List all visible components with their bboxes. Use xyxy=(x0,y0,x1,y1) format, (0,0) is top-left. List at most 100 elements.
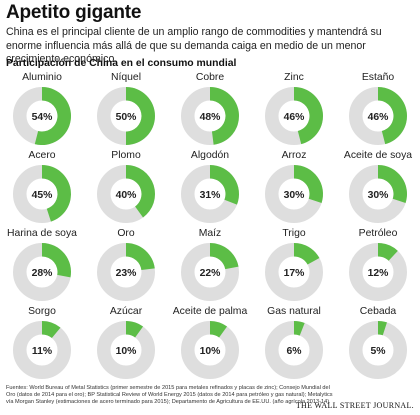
percentage-label: 28% xyxy=(32,268,53,279)
commodity-label: Aceite de palma xyxy=(172,306,248,317)
percentage-label: 10% xyxy=(200,346,221,357)
donut-chart: 5% xyxy=(349,321,407,379)
percentage-label: 46% xyxy=(368,112,389,123)
commodity-label: Estaño xyxy=(361,72,395,83)
percentage-label: 50% xyxy=(116,112,137,123)
commodity-label: Arroz xyxy=(281,150,307,161)
donut-chart: 30% xyxy=(265,165,323,223)
donut-cell: Cobre 48% xyxy=(168,72,252,148)
commodity-label: Harina de soya xyxy=(7,228,77,239)
commodity-label: Níquel xyxy=(110,72,142,83)
china-share-slice xyxy=(378,243,398,261)
percentage-label: 12% xyxy=(368,268,389,279)
commodity-label: Zinc xyxy=(284,72,304,83)
page-title: Apetito gigante xyxy=(6,2,142,23)
section-title: Participación de China en el consumo mun… xyxy=(6,58,237,69)
percentage-label: 23% xyxy=(116,268,137,279)
commodity-label: Plomo xyxy=(111,150,141,161)
donut-cell: Acero 45% xyxy=(0,150,84,226)
china-share-slice xyxy=(126,243,155,271)
percentage-label: 22% xyxy=(200,268,221,279)
donut-chart: 10% xyxy=(97,321,155,379)
donut-cell: Maíz 22% xyxy=(168,228,252,304)
donut-cell: Algodón 31% xyxy=(168,150,252,226)
china-share-slice xyxy=(34,87,71,145)
donut-chart: 31% xyxy=(181,165,239,223)
percentage-label: 31% xyxy=(200,190,221,201)
commodity-label: Aceite de soya xyxy=(343,150,413,161)
percentage-label: 5% xyxy=(370,346,385,357)
donut-cell: Trigo 17% xyxy=(252,228,336,304)
percentage-label: 46% xyxy=(284,112,305,123)
percentage-label: 45% xyxy=(32,190,53,201)
donut-cell: Plomo 40% xyxy=(84,150,168,226)
percentage-label: 10% xyxy=(116,346,137,357)
donut-chart: 46% xyxy=(349,87,407,145)
donut-chart: 28% xyxy=(13,243,71,301)
commodity-label: Gas natural xyxy=(267,306,321,317)
donut-cell: Zinc 46% xyxy=(252,72,336,148)
commodity-label: Oro xyxy=(117,228,135,239)
donut-chart: 22% xyxy=(181,243,239,301)
page-subtitle: China es el principal cliente de un ampl… xyxy=(6,26,382,65)
donut-cell: Aceite de palma 10% xyxy=(168,306,252,382)
commodity-label: Maíz xyxy=(198,228,222,239)
donut-chart: 50% xyxy=(97,87,155,145)
donut-chart: 11% xyxy=(13,321,71,379)
donut-chart: 45% xyxy=(13,165,71,223)
percentage-label: 48% xyxy=(200,112,221,123)
china-share-slice xyxy=(42,321,61,339)
donut-chart: 46% xyxy=(265,87,323,145)
commodity-label: Petróleo xyxy=(358,228,398,239)
donut-chart: 40% xyxy=(97,165,155,223)
donut-cell: Aluminio 54% xyxy=(0,72,84,148)
commodity-label: Sorgo xyxy=(28,306,56,317)
china-share-slice xyxy=(378,321,387,336)
donut-chart: 10% xyxy=(181,321,239,379)
donut-chart: 54% xyxy=(13,87,71,145)
donut-chart: 30% xyxy=(349,165,407,223)
percentage-label: 6% xyxy=(286,346,301,357)
publisher-logo: THE WALL STREET JOURNAL. xyxy=(295,401,414,410)
donut-chart: 6% xyxy=(265,321,323,379)
donut-cell: Petróleo 12% xyxy=(336,228,420,304)
commodity-label: Acero xyxy=(28,150,56,161)
percentage-label: 11% xyxy=(32,346,52,357)
china-share-slice xyxy=(210,243,239,270)
china-share-slice xyxy=(294,165,323,203)
percentage-label: 54% xyxy=(32,112,53,123)
percentage-label: 40% xyxy=(116,190,137,201)
donut-cell: Sorgo 11% xyxy=(0,306,84,382)
china-share-slice xyxy=(210,321,228,338)
china-share-slice xyxy=(42,243,71,278)
percentage-label: 30% xyxy=(284,190,305,201)
percentage-label: 17% xyxy=(284,268,305,279)
donut-chart: 17% xyxy=(265,243,323,301)
donut-chart: 23% xyxy=(97,243,155,301)
donut-cell: Cebada 5% xyxy=(336,306,420,382)
donut-cell: Gas natural 6% xyxy=(252,306,336,382)
donut-cell: Harina de soya 28% xyxy=(0,228,84,304)
donut-cell: Azúcar 10% xyxy=(84,306,168,382)
donut-cell: Oro 23% xyxy=(84,228,168,304)
china-share-slice xyxy=(210,87,239,145)
donut-cell: Níquel 50% xyxy=(84,72,168,148)
china-share-slice xyxy=(294,243,320,265)
china-share-slice xyxy=(126,321,144,338)
china-share-slice xyxy=(378,165,407,203)
china-share-slice xyxy=(294,87,323,145)
percentage-label: 30% xyxy=(368,190,389,201)
china-share-slice xyxy=(126,165,155,218)
donut-chart: 48% xyxy=(181,87,239,145)
donut-chart-grid: Aluminio 54% Níquel 50% Cobre 48% Zinc 46% Estañ… xyxy=(0,72,420,379)
donut-cell: Estaño 46% xyxy=(336,72,420,148)
donut-cell: Arroz 30% xyxy=(252,150,336,226)
commodity-label: Azúcar xyxy=(109,306,143,317)
china-share-slice xyxy=(42,165,71,222)
commodity-label: Cobre xyxy=(195,72,225,83)
china-share-slice xyxy=(378,87,407,145)
commodity-label: Trigo xyxy=(282,228,306,239)
donut-cell: Aceite de soya 30% xyxy=(336,150,420,226)
donut-chart: 12% xyxy=(349,243,407,301)
commodity-label: Algodón xyxy=(190,150,230,161)
